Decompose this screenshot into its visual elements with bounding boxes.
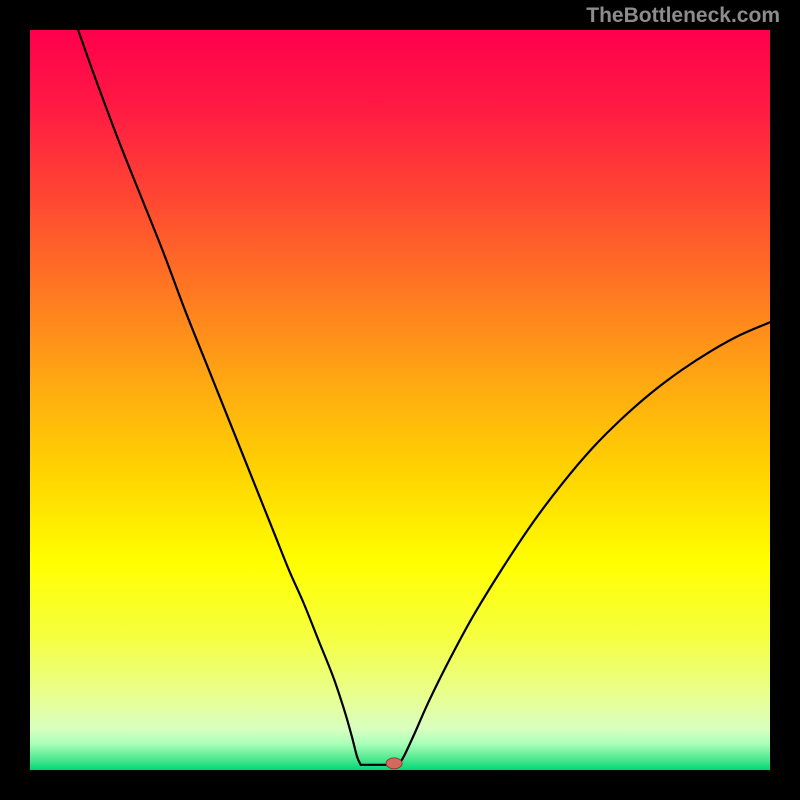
watermark-text: TheBottleneck.com xyxy=(586,4,780,28)
gradient-background xyxy=(30,30,770,770)
chart-canvas: { "meta": { "source_label": "TheBottlene… xyxy=(0,0,800,800)
optimal-point-marker xyxy=(386,758,402,769)
chart-svg xyxy=(30,30,770,770)
plot-area xyxy=(30,30,770,770)
